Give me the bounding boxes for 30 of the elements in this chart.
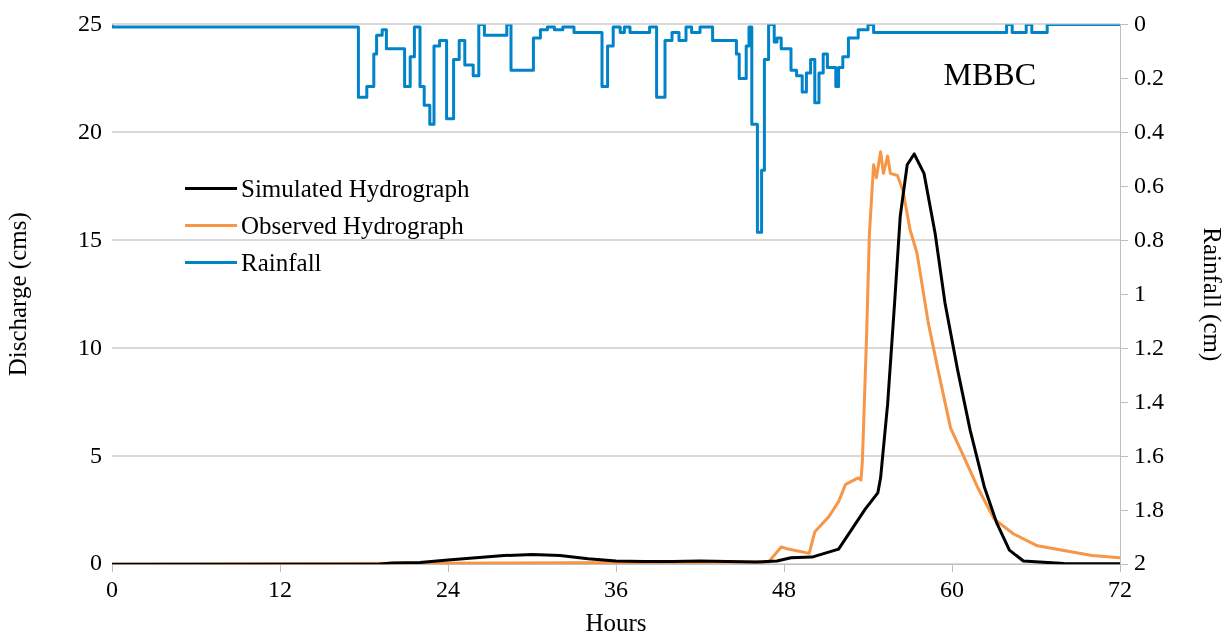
y2-tick-label: 0.4 bbox=[1134, 117, 1164, 144]
y-tick-label: 10 bbox=[78, 333, 102, 360]
y-axis-title: Discharge (cms) bbox=[3, 212, 32, 377]
y2-axis-title: Rainfall (cm) bbox=[1198, 227, 1227, 362]
x-tick-label: 12 bbox=[268, 575, 292, 602]
y2-tick-label: 1.4 bbox=[1134, 387, 1164, 414]
legend-label: Rainfall bbox=[241, 248, 322, 277]
y2-tick-label: 1 bbox=[1134, 279, 1146, 306]
x-tick-label: 72 bbox=[1108, 575, 1132, 602]
y2-tick-label: 1.2 bbox=[1134, 333, 1164, 360]
y2-tick-label: 0.2 bbox=[1134, 63, 1164, 90]
annotation: MBBC bbox=[943, 55, 1036, 92]
x-tick-label: 48 bbox=[772, 575, 796, 602]
y2-tick-label: 1.6 bbox=[1134, 441, 1164, 468]
x-axis-title: Hours bbox=[585, 608, 647, 636]
x-tick-label: 24 bbox=[436, 575, 460, 602]
y-tick-label: 5 bbox=[90, 441, 102, 468]
y2-tick-label: 1.8 bbox=[1134, 495, 1164, 522]
y2-tick-label: 0.8 bbox=[1134, 225, 1164, 252]
x-tick-label: 36 bbox=[604, 575, 628, 602]
y-tick-label: 25 bbox=[78, 9, 102, 36]
legend-label: Observed Hydrograph bbox=[241, 211, 464, 240]
y-tick-label: 15 bbox=[78, 225, 102, 252]
x-tick-label: 60 bbox=[940, 575, 964, 602]
y-tick-label: 0 bbox=[90, 549, 102, 576]
legend-label: Simulated Hydrograph bbox=[241, 174, 470, 203]
y2-tick-label: 2 bbox=[1134, 549, 1146, 576]
y2-tick-label: 0.6 bbox=[1134, 171, 1164, 198]
y-tick-label: 20 bbox=[78, 117, 102, 144]
y2-tick-label: 0 bbox=[1134, 9, 1146, 36]
